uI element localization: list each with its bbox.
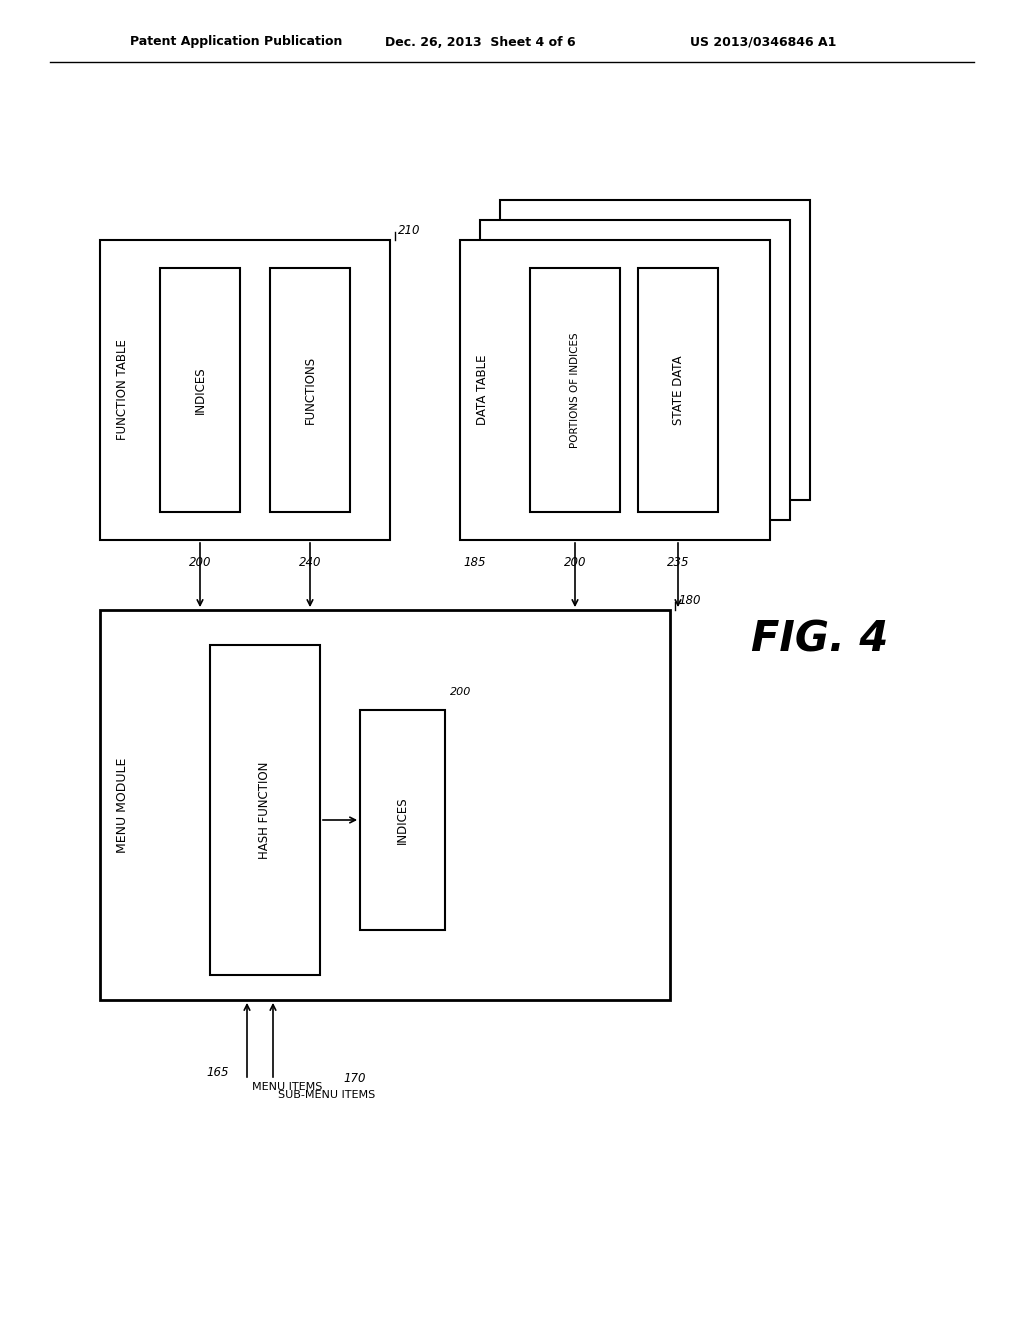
Text: DATA TABLE: DATA TABLE xyxy=(515,314,528,385)
Text: 235: 235 xyxy=(667,556,689,569)
Text: FUNCTION TABLE: FUNCTION TABLE xyxy=(116,339,128,441)
Bar xyxy=(100,240,390,540)
Text: 180: 180 xyxy=(678,594,700,606)
Text: 170: 170 xyxy=(343,1072,366,1085)
Text: 200: 200 xyxy=(188,556,211,569)
Text: Dec. 26, 2013  Sheet 4 of 6: Dec. 26, 2013 Sheet 4 of 6 xyxy=(385,36,575,49)
Text: FIG. 4: FIG. 4 xyxy=(752,619,889,661)
Text: DATA TABLE: DATA TABLE xyxy=(496,335,509,405)
Text: PORTIONS OF INDICES: PORTIONS OF INDICES xyxy=(570,333,580,447)
Bar xyxy=(360,710,445,931)
Text: MENU MODULE: MENU MODULE xyxy=(116,758,128,853)
Text: Patent Application Publication: Patent Application Publication xyxy=(130,36,342,49)
Bar xyxy=(638,268,718,512)
Text: 200: 200 xyxy=(564,556,587,569)
Bar xyxy=(100,610,670,1001)
Bar xyxy=(530,268,620,512)
Bar xyxy=(270,268,350,512)
Text: 210: 210 xyxy=(398,223,421,236)
Bar xyxy=(480,220,790,520)
Text: 185: 185 xyxy=(464,556,486,569)
Text: 165: 165 xyxy=(207,1065,229,1078)
Text: DATA TABLE: DATA TABLE xyxy=(475,355,488,425)
Bar xyxy=(460,240,770,540)
Text: FUNCTIONS: FUNCTIONS xyxy=(303,356,316,424)
Bar xyxy=(160,268,240,512)
Text: INDICES: INDICES xyxy=(396,796,409,843)
Text: MENU ITEMS: MENU ITEMS xyxy=(252,1082,323,1092)
Text: 200: 200 xyxy=(450,686,471,697)
Text: STATE DATA: STATE DATA xyxy=(672,355,684,425)
Text: HASH FUNCTION: HASH FUNCTION xyxy=(258,762,271,859)
Text: SUB-MENU ITEMS: SUB-MENU ITEMS xyxy=(278,1090,375,1100)
Text: INDICES: INDICES xyxy=(194,366,207,413)
Bar xyxy=(210,645,319,975)
Bar xyxy=(500,201,810,500)
Text: 240: 240 xyxy=(299,556,322,569)
Text: US 2013/0346846 A1: US 2013/0346846 A1 xyxy=(690,36,837,49)
